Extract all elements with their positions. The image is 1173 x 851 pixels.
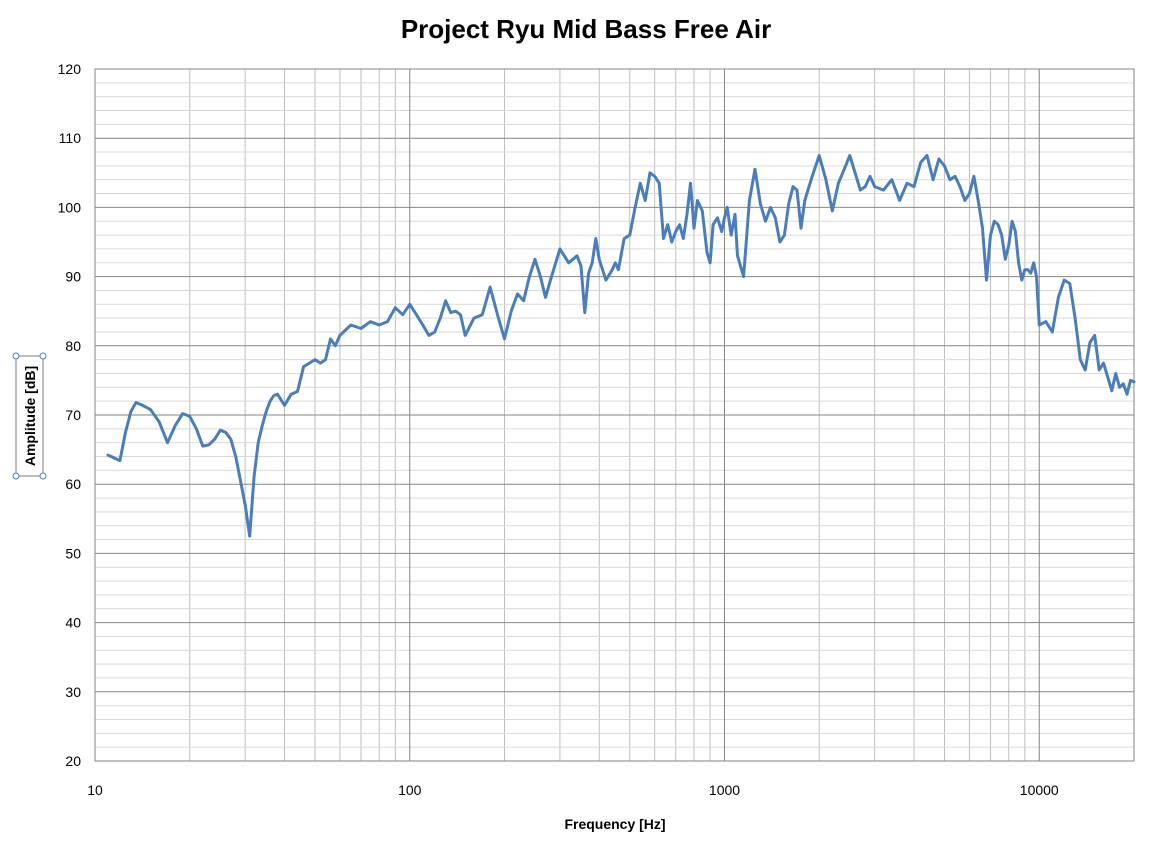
y-axis-title: Amplitude [dB]: [22, 366, 38, 466]
plot-area-border: [94, 68, 1135, 762]
resize-handle-bottom-left[interactable]: [12, 472, 20, 480]
y-tick-label: 110: [59, 130, 82, 146]
y-tick-label: 40: [65, 615, 81, 631]
amplitude-series-line: [106, 154, 1136, 538]
y-axis-tick-labels: 20 30 40 50 60 70 80 90 100 110 120: [58, 61, 82, 769]
y-axis-title-selection-border: [15, 355, 44, 477]
y-tick-label: 20: [65, 753, 81, 769]
y-tick-label: 50: [65, 545, 81, 561]
x-tick-label: 10: [87, 782, 103, 798]
y-tick-label: 120: [58, 61, 82, 77]
y-tick-label: 80: [65, 338, 81, 354]
chart-title: Project Ryu Mid Bass Free Air: [401, 14, 771, 44]
y-tick-label: 70: [65, 407, 81, 423]
y-tick-label: 30: [65, 684, 81, 700]
y-axis-title-box[interactable]: Amplitude [dB]: [12, 352, 47, 480]
y-tick-label: 90: [65, 269, 81, 285]
x-tick-label: 10000: [1020, 782, 1059, 798]
resize-handle-top-left[interactable]: [12, 352, 20, 360]
x-axis-tick-labels: 10 100 1000 10000: [87, 782, 1059, 798]
x-tick-label: 1000: [709, 782, 740, 798]
y-tick-label: 60: [65, 476, 81, 492]
y-tick-label: 100: [58, 199, 82, 215]
x-tick-label: 100: [398, 782, 422, 798]
minor-y-gridlines: [95, 82, 1134, 748]
x-axis-title: Frequency [Hz]: [564, 816, 665, 832]
resize-handle-top-right[interactable]: [39, 352, 47, 360]
resize-handle-bottom-right[interactable]: [39, 472, 47, 480]
